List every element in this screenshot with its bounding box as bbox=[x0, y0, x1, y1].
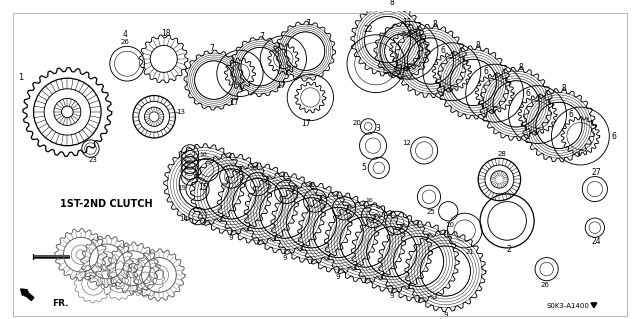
Text: 13: 13 bbox=[177, 109, 186, 115]
Text: 21: 21 bbox=[465, 249, 474, 255]
Text: 9: 9 bbox=[443, 312, 447, 318]
Text: 16: 16 bbox=[307, 183, 315, 188]
Text: 8: 8 bbox=[433, 20, 438, 29]
Text: 6: 6 bbox=[526, 89, 531, 98]
Text: 6: 6 bbox=[612, 131, 616, 141]
Text: 2: 2 bbox=[507, 245, 511, 254]
Text: 9: 9 bbox=[282, 255, 287, 261]
Text: 24: 24 bbox=[592, 237, 602, 246]
Text: 7: 7 bbox=[260, 32, 264, 41]
Text: 10: 10 bbox=[445, 222, 454, 228]
Text: 11: 11 bbox=[402, 18, 412, 27]
Text: 5: 5 bbox=[361, 163, 366, 172]
Text: 20: 20 bbox=[352, 121, 361, 127]
Text: 1ST-2ND CLUTCH: 1ST-2ND CLUTCH bbox=[60, 198, 152, 209]
Text: 17: 17 bbox=[276, 81, 286, 90]
Text: 17: 17 bbox=[301, 119, 311, 128]
Text: FR.: FR. bbox=[52, 299, 68, 308]
Text: 9: 9 bbox=[229, 235, 234, 241]
Text: 8: 8 bbox=[390, 0, 395, 7]
Text: 7: 7 bbox=[305, 19, 310, 28]
Text: 4: 4 bbox=[123, 30, 127, 39]
Text: 9: 9 bbox=[336, 274, 340, 280]
Text: 8: 8 bbox=[561, 84, 566, 93]
Text: 16: 16 bbox=[200, 152, 207, 157]
Text: 7: 7 bbox=[209, 44, 214, 53]
FancyArrow shape bbox=[20, 289, 34, 300]
Text: 26: 26 bbox=[540, 282, 549, 287]
Text: 28: 28 bbox=[498, 151, 507, 157]
Text: 3: 3 bbox=[376, 124, 380, 133]
Text: 9: 9 bbox=[390, 293, 394, 299]
Bar bbox=[33, 255, 69, 258]
Text: 23: 23 bbox=[89, 157, 98, 163]
Text: 1: 1 bbox=[19, 73, 24, 82]
Text: 6: 6 bbox=[569, 110, 573, 119]
Text: 22: 22 bbox=[364, 26, 373, 34]
Text: 6: 6 bbox=[483, 67, 488, 76]
Text: 8: 8 bbox=[476, 41, 481, 50]
Text: 8: 8 bbox=[518, 63, 524, 72]
Text: 19: 19 bbox=[177, 185, 187, 191]
Text: 15: 15 bbox=[198, 183, 208, 192]
Text: 27: 27 bbox=[592, 168, 602, 177]
Text: 16: 16 bbox=[250, 166, 257, 171]
Text: 25: 25 bbox=[426, 209, 435, 215]
Text: 26: 26 bbox=[121, 40, 130, 46]
Text: 16: 16 bbox=[365, 198, 373, 203]
Text: 18: 18 bbox=[161, 29, 170, 38]
Polygon shape bbox=[591, 303, 596, 308]
Text: 6: 6 bbox=[440, 46, 445, 55]
Text: S0K3-A1400: S0K3-A1400 bbox=[547, 303, 589, 309]
Text: 14: 14 bbox=[180, 216, 188, 222]
Text: 12: 12 bbox=[403, 140, 412, 146]
Text: 17: 17 bbox=[229, 98, 239, 107]
